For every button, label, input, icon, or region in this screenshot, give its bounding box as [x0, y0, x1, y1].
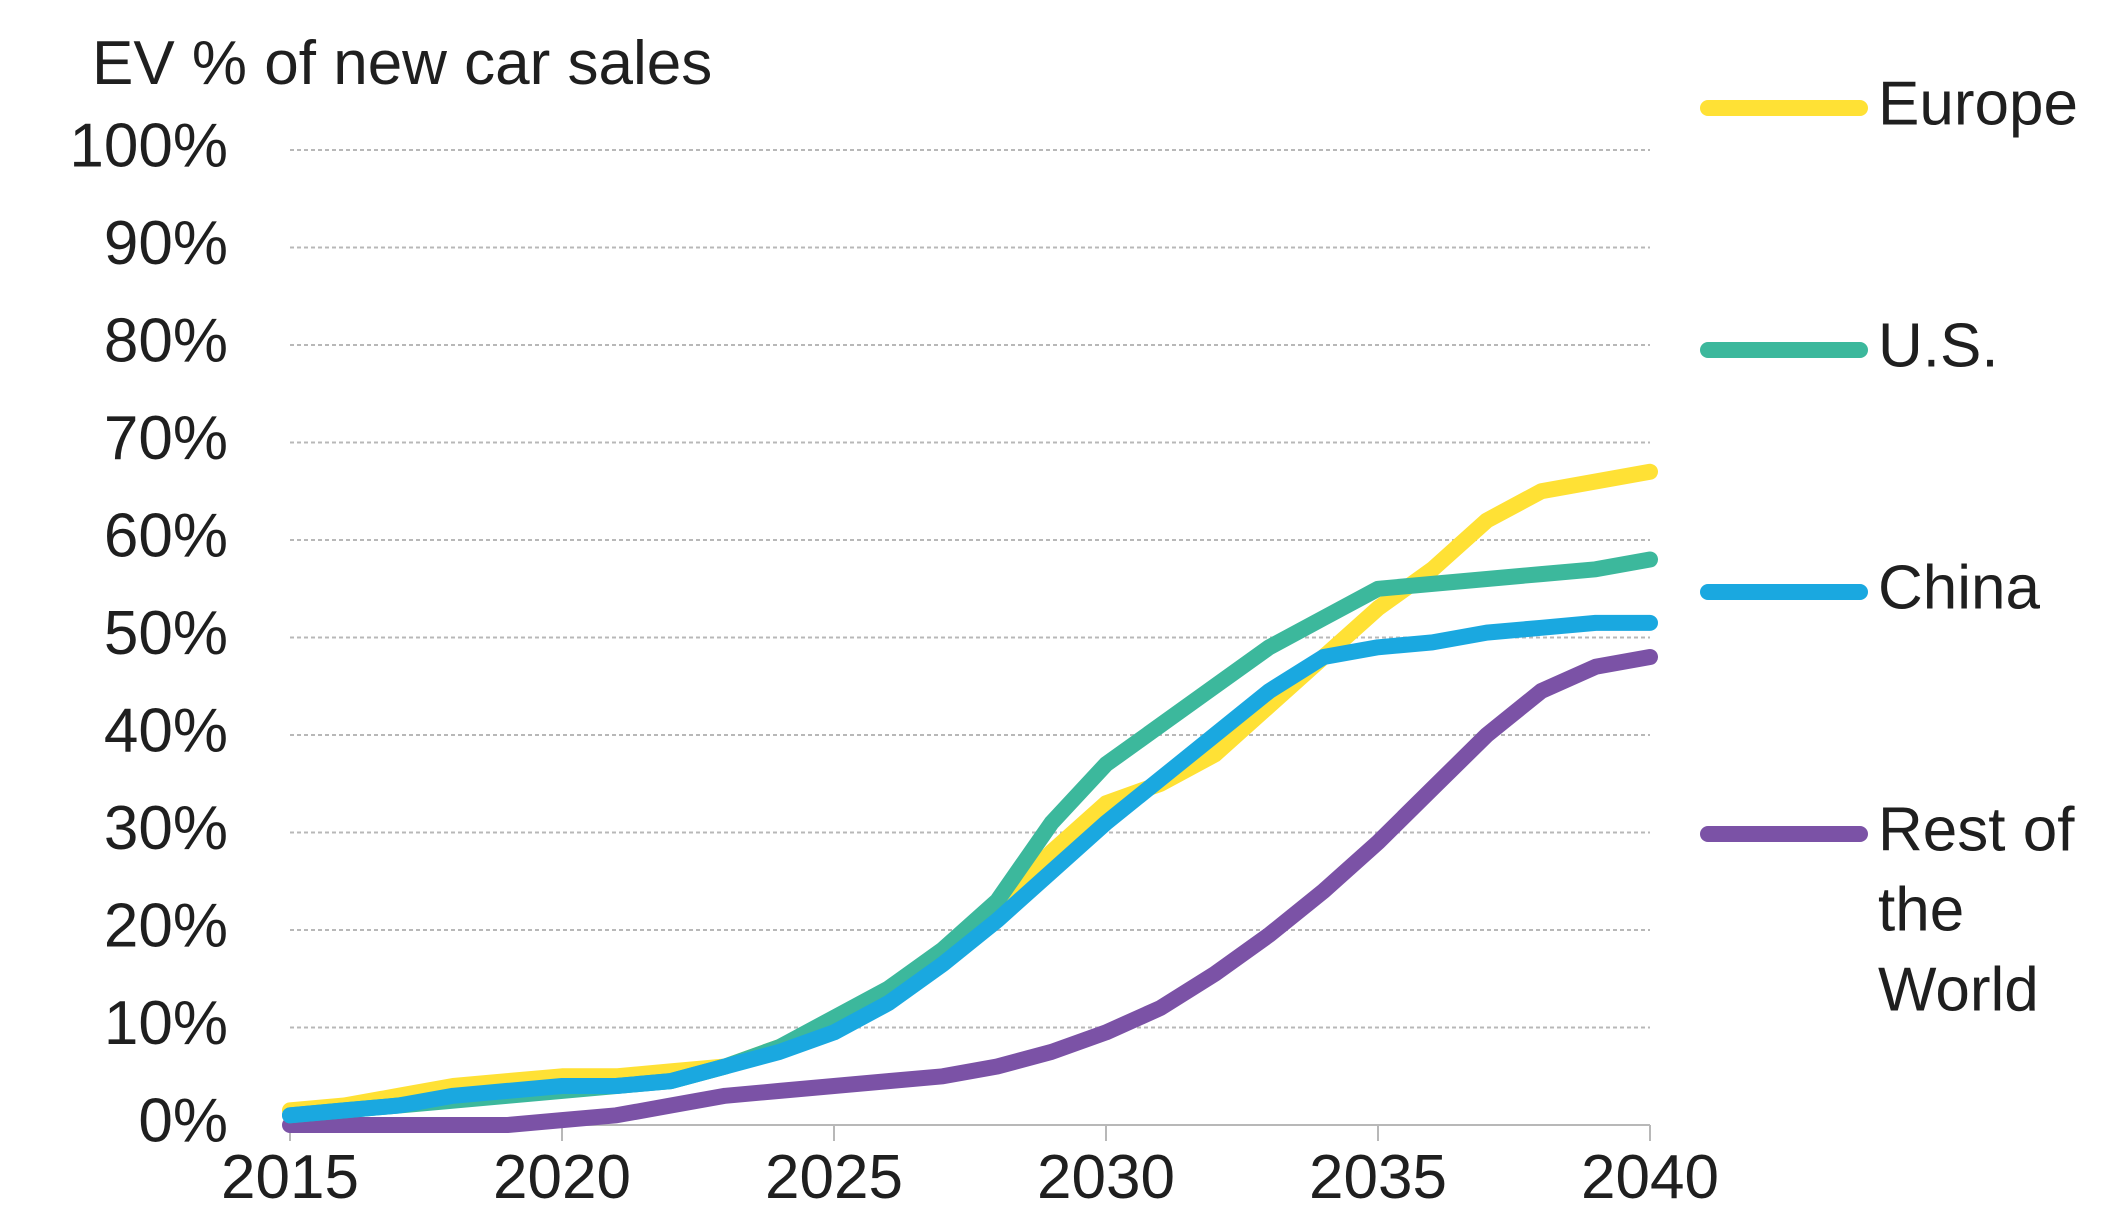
legend-label: China — [1878, 553, 2041, 622]
series-line-china — [282, 614, 1658, 1124]
x-tick-label: 2030 — [1037, 1143, 1175, 1212]
y-tick-label: 80% — [104, 306, 228, 375]
series-line-rest-of-the-world — [282, 649, 1658, 1133]
legend: Europe U.S. China Rest of the World — [1700, 69, 2078, 1024]
x-tick-label: 2015 — [221, 1143, 359, 1212]
y-axis-title: EV % of new car sales — [92, 29, 712, 98]
legend-item-rest-of-the-world: Rest of the World — [1700, 795, 2075, 1024]
legend-label: U.S. — [1878, 311, 1999, 380]
y-tick-label: 20% — [104, 891, 228, 960]
x-tick-label: 2040 — [1581, 1143, 1719, 1212]
legend-item-europe: Europe — [1700, 69, 2078, 138]
y-tick-label: 70% — [104, 404, 228, 473]
y-tick-label: 40% — [104, 696, 228, 765]
x-tick-label: 2035 — [1309, 1143, 1447, 1212]
y-tick-label: 30% — [104, 794, 228, 863]
legend-label: Rest of — [1878, 795, 2075, 864]
legend-label: Europe — [1878, 69, 2078, 138]
y-axis-ticks: 0% 10% 20% 30% 40% 50% 60% 70% 80% 90% 100% — [69, 111, 228, 1155]
series-line-europe — [282, 463, 1658, 1119]
x-axis-ticks: 2015 2020 2025 2030 2035 2040 — [221, 1124, 1719, 1212]
y-tick-label: 10% — [104, 989, 228, 1058]
x-tick-label: 2025 — [765, 1143, 903, 1212]
y-tick-label: 90% — [104, 209, 228, 278]
y-tick-label: 50% — [104, 599, 228, 668]
legend-label: World — [1878, 955, 2039, 1024]
y-tick-label: 0% — [138, 1086, 228, 1155]
legend-item-u-s-: U.S. — [1700, 311, 1999, 380]
legend-item-china: China — [1700, 553, 2041, 622]
y-tick-label: 60% — [104, 501, 228, 570]
legend-label: the — [1878, 875, 1964, 944]
series-lines — [282, 463, 1658, 1133]
y-tick-label: 100% — [69, 111, 228, 180]
x-tick-label: 2020 — [493, 1143, 631, 1212]
